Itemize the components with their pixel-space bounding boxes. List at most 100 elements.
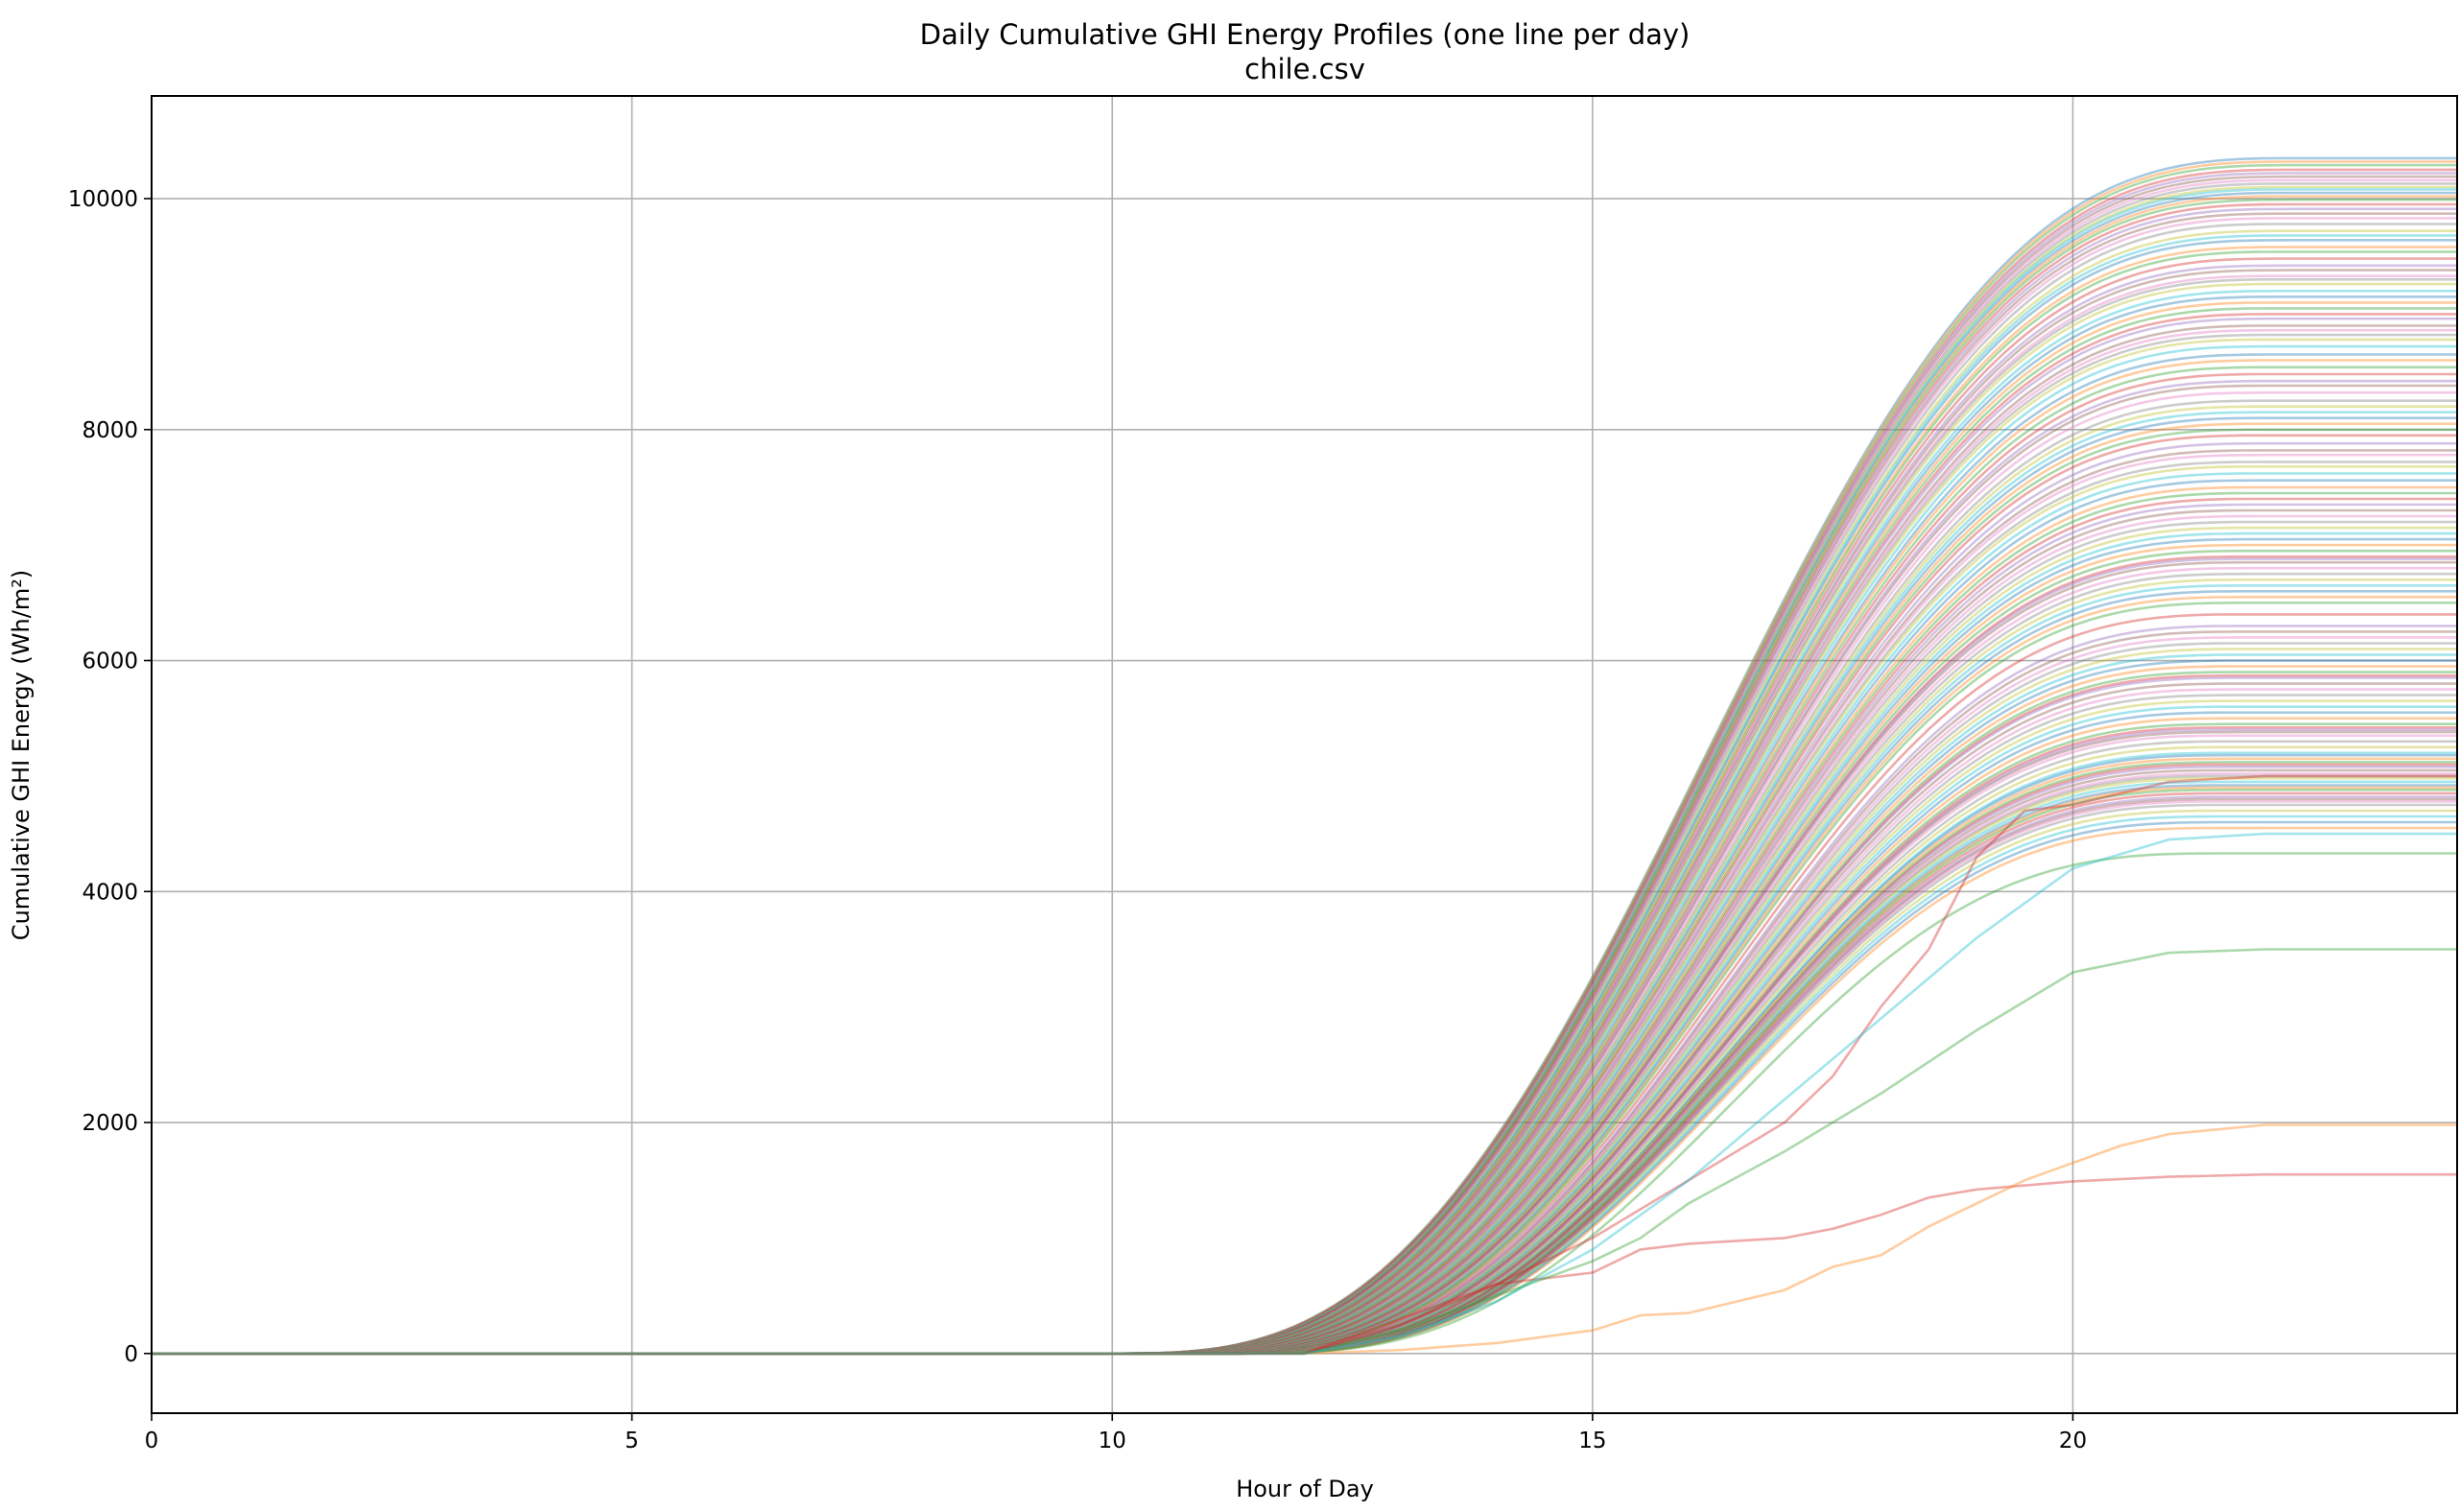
daily-line [152,682,2457,1356]
daily-line [152,717,2457,1356]
daily-line [152,763,2457,1356]
daily-line [152,777,2457,1356]
daily-line [152,441,2457,1356]
daily-line [152,761,2457,1356]
daily-line [152,328,2457,1356]
daily-line [152,257,2457,1356]
daily-line [152,202,2457,1356]
daily-line [152,809,2457,1356]
daily-line [152,676,2457,1356]
daily-line [152,461,2457,1356]
daily-line [152,772,2457,1356]
daily-line [152,820,2457,1356]
daily-line [152,234,2457,1356]
daily-line [152,786,2457,1356]
daily-line [152,560,2457,1356]
daily-line [152,449,2457,1356]
daily-line [152,572,2457,1356]
y-tick-label: 2000 [82,1111,138,1136]
daily-line [152,694,2457,1356]
daily-line [152,301,2457,1356]
daily-line [152,229,2457,1356]
daily-line [152,212,2457,1356]
daily-line [152,636,2457,1356]
daily-line [152,784,2457,1356]
y-tick-label: 8000 [82,418,138,443]
daily-line [152,223,2457,1356]
daily-line [152,602,2457,1356]
daily-line [152,168,2457,1356]
daily-line [152,673,2457,1356]
plot-frame [151,95,2458,1414]
daily-line [152,353,2457,1356]
daily-line [152,239,2457,1356]
daily-line [152,566,2457,1356]
daily-line [152,826,2457,1356]
daily-line [152,520,2457,1356]
daily-line [152,250,2457,1356]
daily-line [152,290,2457,1356]
daily-line [152,264,2457,1356]
daily-line [152,372,2457,1356]
daily-line [152,405,2457,1356]
chart-subtitle: chile.csv [1244,53,1365,85]
daily-line [152,625,2457,1356]
daily-line [152,428,2457,1356]
daily-line-irregular [152,774,2457,1356]
daily-line [152,491,2457,1356]
daily-line [152,596,2457,1356]
daily-line [152,479,2457,1356]
daily-line [152,642,2457,1356]
daily-lines [152,156,2457,1356]
daily-line [152,532,2457,1356]
x-tick-label: 20 [2059,1429,2087,1453]
y-tick-label: 6000 [82,650,138,674]
axis-ticks: 0 5 10 15 20 0 2000 4000 6000 8000 10000 [68,187,2087,1453]
daily-line [152,734,2457,1356]
daily-line [152,795,2457,1356]
daily-line [152,791,2457,1356]
daily-line [152,745,2457,1356]
daily-line [152,815,2457,1356]
daily-line [152,317,2457,1356]
daily-line [152,590,2457,1356]
daily-line [152,485,2457,1356]
daily-line [152,579,2457,1356]
daily-line [152,711,2457,1356]
daily-line [152,313,2457,1356]
daily-line [152,751,2457,1356]
daily-line [152,178,2457,1356]
daily-line [152,699,2457,1356]
x-tick-label: 15 [1578,1429,1606,1453]
daily-line [152,366,2457,1356]
daily-line [152,295,2457,1356]
daily-line [152,780,2457,1356]
daily-line [152,753,2457,1356]
daily-line [152,274,2457,1356]
daily-line [152,671,2457,1356]
daily-line [152,514,2457,1356]
daily-line [152,156,2457,1356]
daily-line [152,705,2457,1356]
daily-line [152,379,2457,1356]
daily-line [152,422,2457,1356]
daily-line [152,557,2457,1356]
daily-line [152,269,2457,1356]
daily-line-irregular [152,1123,2457,1356]
daily-line [152,800,2457,1356]
daily-line [152,497,2457,1356]
daily-line [152,163,2457,1356]
daily-line [152,555,2457,1356]
daily-line [152,659,2457,1356]
daily-line [152,307,2457,1356]
daily-line [152,648,2457,1356]
daily-line [152,665,2457,1356]
daily-line [152,175,2457,1356]
daily-line [152,688,2457,1356]
daily-line [152,188,2457,1356]
y-axis-label: Cumulative GHI Energy (Wh/m²) [8,570,35,940]
daily-line [152,185,2457,1356]
daily-line [152,434,2457,1356]
daily-line [152,338,2457,1356]
